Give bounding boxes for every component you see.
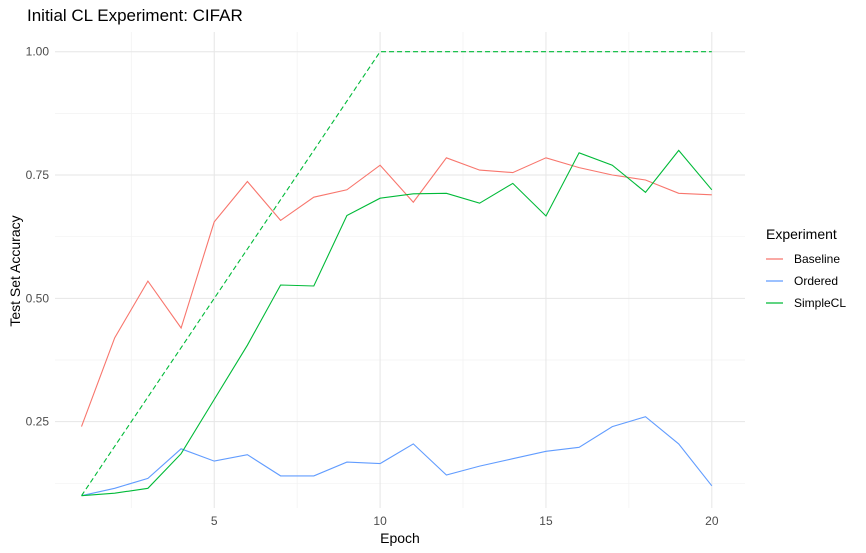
grid [55,32,745,508]
y-axis: 0.25 0.50 0.75 1.00 [26,45,50,429]
legend-title: Experiment [766,226,837,242]
chart-title: Initial CL Experiment: CIFAR [27,6,243,25]
series-line-dashed-3 [81,51,712,497]
x-axis-title: Epoch [380,530,420,546]
y-tick-label: 0.75 [26,168,50,182]
x-tick-label: 20 [705,514,719,528]
series-line-simplecl [81,149,713,497]
series-line-baseline [80,157,712,427]
legend-label-baseline: Baseline [794,252,840,266]
y-tick-label: 0.25 [26,415,50,429]
legend-label-simplecl: SimpleCL [794,296,846,310]
x-axis: 5 10 15 20 [211,514,719,528]
series-line-ordered [81,416,713,497]
y-tick-label: 0.50 [26,291,50,305]
series-group [80,51,713,497]
x-tick-label: 10 [373,514,387,528]
y-tick-label: 1.00 [26,45,50,59]
x-tick-label: 5 [211,514,218,528]
legend: Experiment Baseline Ordered SimpleCL [766,226,846,310]
legend-label-ordered: Ordered [794,274,838,288]
y-axis-title: Test Set Accuracy [7,215,23,326]
x-tick-label: 15 [539,514,553,528]
